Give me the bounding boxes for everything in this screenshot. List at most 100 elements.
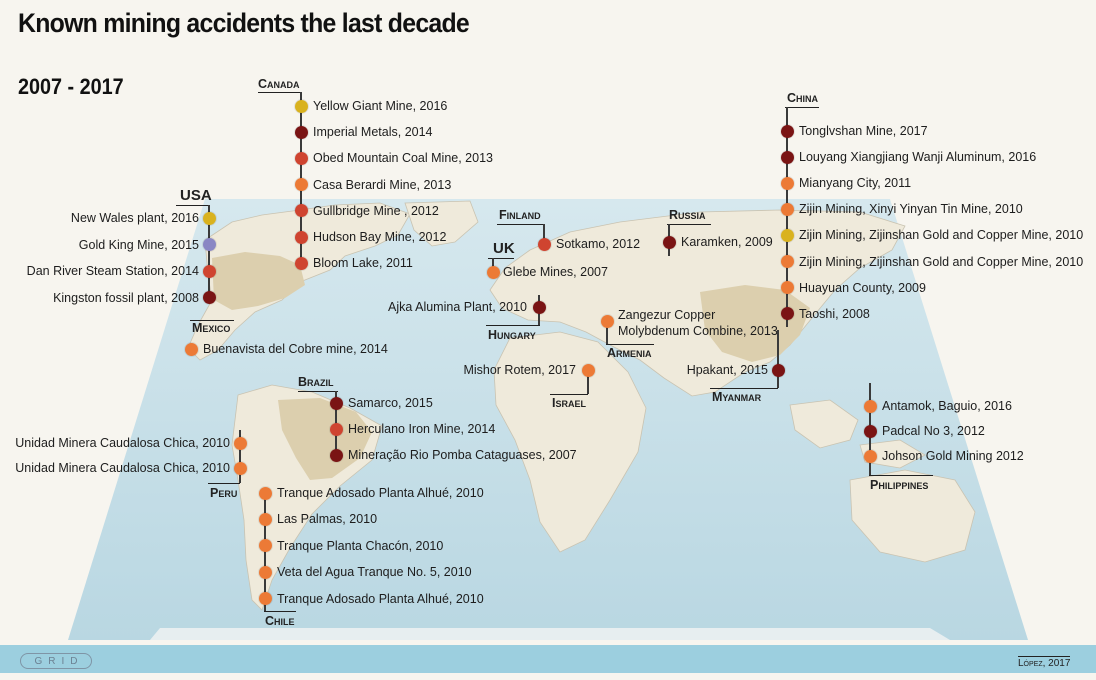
connector-line <box>777 330 779 388</box>
incident-label-china: Huayuan County, 2009 <box>799 280 926 295</box>
incident-marker-china <box>780 281 794 295</box>
incident-label-peru: Unidad Minera Caudalosa Chica, 2010 <box>15 436 230 450</box>
incident-marker-china <box>780 255 794 268</box>
incident-marker-usa <box>202 211 216 225</box>
incident-marker-usa <box>202 264 216 278</box>
country-underline <box>208 483 240 484</box>
incident-label-usa: Gold King Mine, 2015 <box>78 237 199 252</box>
incident-label-myanmar: Hpakant, 2015 <box>686 363 768 377</box>
country-label-china: China <box>787 91 819 105</box>
country-label-peru: Peru <box>210 486 238 500</box>
incident-label-chile: Veta del Agua Tranque No. 5, 2010 <box>277 565 472 580</box>
country-label-finland: Finland <box>499 208 541 222</box>
land-africa <box>493 331 647 553</box>
incident-label-usa: Kingston fossil plant, 2008 <box>53 290 199 305</box>
country-label-myanmar: Myanmar <box>712 390 762 404</box>
country-label-canada: Canada <box>258 77 300 91</box>
connector-line <box>587 370 589 394</box>
incident-label-mexico: Buenavista del Cobre mine, 2014 <box>203 342 388 356</box>
incident-marker-myanmar <box>771 363 785 377</box>
connector-line <box>208 205 210 300</box>
incident-marker-canada <box>294 256 308 270</box>
country-label-brazil: Brazil <box>298 375 334 389</box>
incident-label-finland: Sotkamo, 2012 <box>556 237 641 251</box>
incident-marker-uk <box>486 265 500 279</box>
connector-line <box>239 430 241 483</box>
incident-label-hungary: Ajka Alumina Plant, 2010 <box>388 300 527 314</box>
connector-line <box>300 92 302 264</box>
incident-label-philippines: Padcal No 3, 2012 <box>882 424 985 438</box>
footer-band <box>0 645 1096 673</box>
incident-label-chile: Las Palmas, 2010 <box>277 512 378 527</box>
country-underline <box>667 224 711 225</box>
incident-label-china: Louyang Xiangjiang Wanji Aluminum, 2016 <box>799 150 1037 165</box>
incident-label-canada: Gullbridge Mine , 2012 <box>313 203 439 218</box>
incident-label-china: Taoshi, 2008 <box>799 306 870 321</box>
country-underline <box>606 344 654 345</box>
country-label-israel: Israel <box>552 396 586 410</box>
incident-marker-armenia <box>600 314 614 328</box>
incident-marker-canada <box>294 204 308 218</box>
page-title: Known mining accidents the last decade <box>18 8 470 38</box>
incident-label-china: Zijin Mining, Zijinshan Gold and Copper … <box>799 254 1084 269</box>
incident-label-israel: Mishor Rotem, 2017 <box>463 363 576 377</box>
country-label-philippines: Philippines <box>870 478 929 492</box>
incident-label-canada: Imperial Metals, 2014 <box>313 125 433 140</box>
incident-label-usa: Dan River Steam Station, 2014 <box>26 264 199 278</box>
country-underline <box>298 391 338 392</box>
incident-marker-peru <box>233 461 247 475</box>
incident-marker-peru <box>233 436 247 450</box>
country-underline <box>497 224 545 225</box>
incident-marker-chile <box>258 592 272 606</box>
incident-label-usa: New Wales plant, 2016 <box>70 211 199 225</box>
incident-marker-china <box>780 124 794 138</box>
grid-logo: GRID <box>20 653 92 669</box>
incident-label-chile: Tranque Planta Chacón, 2010 <box>277 538 444 553</box>
incident-marker-philippines <box>863 399 877 413</box>
land-usa-highlight <box>212 252 305 310</box>
incident-marker-chile <box>258 486 272 500</box>
incident-label-peru: Unidad Minera Caudalosa Chica, 2010 <box>15 461 230 475</box>
incident-marker-china <box>780 176 794 190</box>
incident-label-china: Tonglvshan Mine, 2017 <box>799 124 928 138</box>
incident-marker-china <box>780 202 794 216</box>
incident-marker-chile <box>258 539 272 553</box>
country-label-uk: UK <box>493 240 515 257</box>
land-australia <box>849 469 976 563</box>
incident-label-canada: Hudson Bay Mine, 2012 <box>313 230 447 244</box>
country-underline <box>264 611 296 612</box>
incident-label-china: Mianyang City, 2011 <box>799 176 912 191</box>
land-greenland <box>404 200 479 247</box>
incident-marker-china <box>780 228 794 242</box>
country-underline <box>869 475 933 476</box>
country-label-usa: USA <box>180 187 212 204</box>
incident-marker-usa <box>202 238 216 251</box>
incident-marker-brazil <box>329 422 343 436</box>
incident-marker-chile <box>258 512 272 526</box>
country-label-armenia: Armenia <box>607 346 652 360</box>
incident-marker-china <box>780 307 794 321</box>
country-underline <box>176 205 210 206</box>
country-underline <box>488 258 514 259</box>
incident-label-brazil: Herculano Iron Mine, 2014 <box>348 422 496 436</box>
incident-marker-mexico <box>184 342 198 356</box>
incident-label-canada: Yellow Giant Mine, 2016 <box>313 99 448 113</box>
incident-marker-canada <box>294 99 308 113</box>
incident-marker-russia <box>662 235 676 249</box>
incident-label-philippines: Antamok, Baguio, 2016 <box>882 399 1012 413</box>
land-china-highlight <box>700 285 810 362</box>
country-label-russia: Russia <box>669 208 706 222</box>
incident-marker-philippines <box>863 449 877 463</box>
country-label-mexico: Mexico <box>192 321 231 335</box>
incident-label-china: Zijin Mining, Xinyi Yinyan Tin Mine, 201… <box>799 202 1023 217</box>
incident-marker-brazil <box>329 448 343 462</box>
incident-marker-finland <box>537 237 551 251</box>
incident-marker-philippines <box>863 424 877 438</box>
incident-label-philippines: Johson Gold Mining 2012 <box>882 449 1024 463</box>
incident-label-brazil: Mineração Rio Pomba Cataguases, 2007 <box>348 448 577 462</box>
land-antarctica-hint <box>150 628 950 640</box>
country-underline <box>258 92 302 93</box>
incident-label-canada: Bloom Lake, 2011 <box>313 256 413 271</box>
incident-marker-china <box>780 150 794 164</box>
